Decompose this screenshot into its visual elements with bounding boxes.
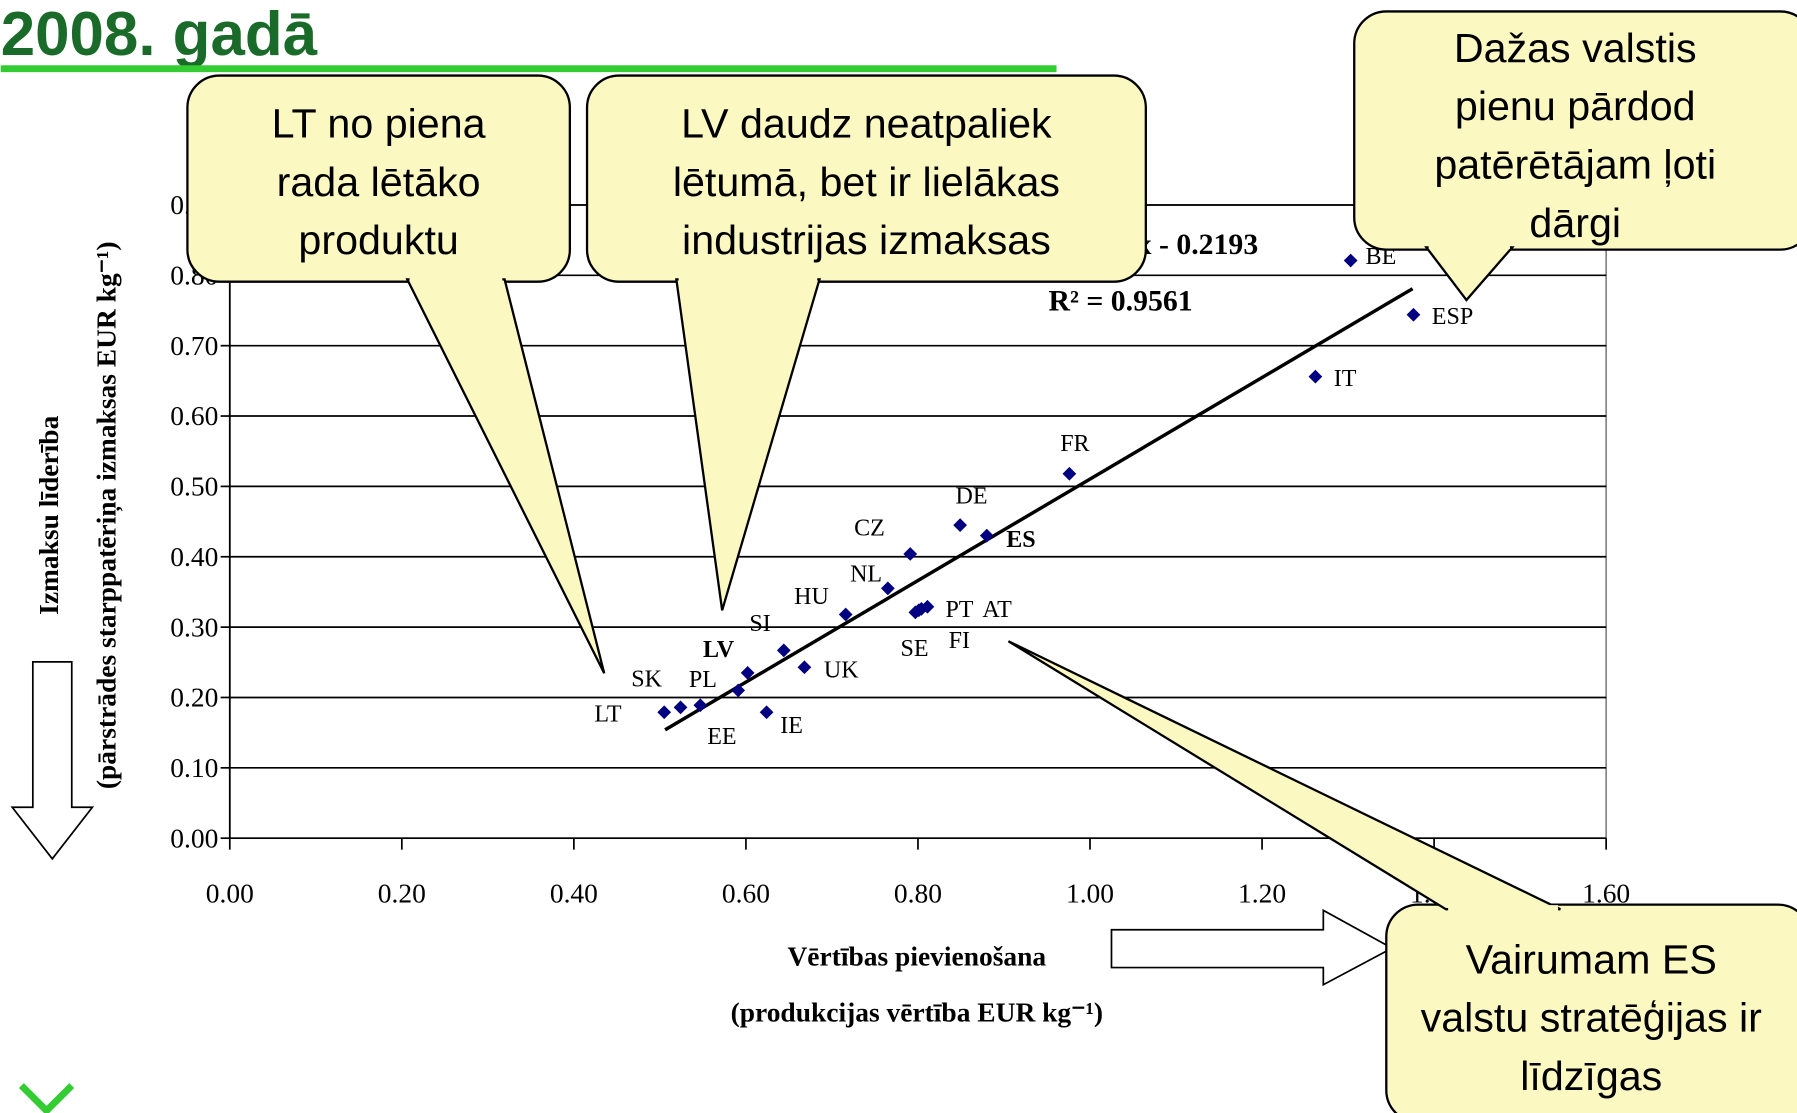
x-axis-title: Vērtības pievienošana (787, 941, 1046, 971)
point-label: UK (824, 658, 859, 684)
x-tick-label: 0.80 (894, 878, 942, 908)
callout-pointer (1007, 640, 1561, 911)
point (920, 599, 935, 614)
point-label: HU (794, 584, 829, 610)
y-tick-label: 0.00 (170, 823, 218, 853)
point (880, 581, 895, 596)
point-label: FI (949, 628, 970, 654)
point (1062, 466, 1077, 481)
point (759, 705, 774, 720)
callout-text: līdzīgas (1520, 1053, 1662, 1099)
callout-box (1385, 903, 1797, 1113)
callout: Vairumam ES valstu stratēģijas ir līdzīgas (1007, 640, 1797, 1113)
right-arrow (1110, 908, 1394, 987)
point-label: EE (707, 724, 736, 750)
title-rule (0, 65, 1057, 73)
trendline (664, 287, 1414, 732)
layout: 2008. gadā (0, 0, 1394, 1113)
y-tick-label: 0.20 (170, 683, 218, 713)
callout-pointer (405, 278, 606, 674)
slide-title: 2008. gadā (1, 0, 318, 69)
point-label: LT (594, 701, 621, 727)
callout-pointer (675, 278, 822, 611)
callout-box (1353, 10, 1797, 251)
point (657, 705, 672, 720)
callout: Dažas valstis pienu pārdod patērētājam ļot… (1353, 10, 1797, 302)
point (953, 518, 967, 532)
point-label: PT (945, 597, 973, 623)
callout-text: industrijas izmaksas (682, 217, 1051, 263)
x-tick-label: 1.60 (1582, 878, 1630, 908)
point (1406, 307, 1421, 322)
callout-text: produktu (298, 217, 458, 263)
point (731, 683, 746, 698)
point (1343, 253, 1358, 268)
point-label: CZ (854, 516, 885, 542)
point-label: ES (1006, 527, 1035, 553)
point-label: NL (850, 562, 882, 588)
point (776, 643, 791, 658)
point-label: SI (749, 611, 770, 637)
point-label: SK (631, 667, 662, 693)
x-tick-label: 0.20 (378, 878, 426, 908)
point-label: IT (1334, 366, 1357, 392)
point-label: FR (1060, 431, 1089, 457)
y-tick-label: 0.30 (170, 612, 218, 642)
point-label: DE (956, 483, 988, 509)
check-mark (18, 1083, 75, 1113)
x-tick-label: 0.40 (550, 878, 598, 908)
y-tick-label: 0.60 (170, 401, 218, 431)
y-tick-label: 0.50 (170, 472, 218, 502)
point-label: ESP (1432, 304, 1473, 330)
callout: LV daudz neatpaliek lētumā, bet ir lielāk… (585, 74, 1147, 611)
point-label: IE (780, 713, 803, 739)
r-squared: R² = 0.9561 (1049, 284, 1193, 317)
point (979, 528, 994, 543)
point (673, 700, 688, 715)
point-label: AT (982, 597, 1012, 623)
y-tick-label: 0.70 (170, 331, 218, 361)
x-tick-label: 0.00 (206, 878, 254, 908)
x-tick-label: 1.20 (1238, 878, 1286, 908)
point-label: LV (703, 637, 735, 663)
plot: 0.000.100.200.300.400.500.600.700.800.90… (34, 190, 1630, 1027)
point (838, 607, 853, 622)
y-axis-title: Izmaksu līderība (34, 415, 64, 614)
x-tick-label: 1.00 (1066, 878, 1114, 908)
callout-text: rada lētāko (277, 159, 481, 205)
x-axis-subtitle: (produkcijas vērtība EUR kg⁻¹) (731, 997, 1103, 1027)
point (693, 698, 708, 713)
callouts: LT no piena rada lētāko produktu LV daudz n… (186, 10, 1797, 1113)
callout-text: lētumā, bet ir lielākas (673, 159, 1060, 205)
point (740, 665, 755, 680)
equation: x - 0.2193 (1137, 228, 1259, 261)
callout-text: valstu stratēģijas ir (1421, 995, 1763, 1041)
callout-text: patērētājam ļoti (1434, 142, 1716, 188)
callout-text: dārgi (1529, 200, 1621, 246)
callout-text: LT no piena (272, 100, 486, 146)
callout: LT no piena rada lētāko produktu (186, 74, 606, 674)
point (1308, 369, 1323, 384)
callout-text: Dažas valstis (1454, 25, 1697, 71)
y-axis-subtitle: (pārstrādes starppatēriņa izmaksas EUR k… (91, 241, 123, 789)
down-arrow (10, 660, 95, 861)
point (797, 660, 812, 675)
callout-text: LV daudz neatpaliek (681, 100, 1052, 146)
callout-pointer (1424, 246, 1515, 302)
y-tick-label: 0.10 (170, 753, 218, 783)
point (903, 547, 918, 561)
callout-text: Vairumam ES (1466, 936, 1717, 982)
point-label: PL (689, 667, 717, 693)
x-tick-label: 0.60 (722, 878, 770, 908)
callout-box (186, 74, 572, 283)
y-tick-label: 0.40 (170, 542, 218, 572)
callout-text: pienu pārdod (1455, 83, 1696, 129)
callout-box (585, 74, 1147, 283)
point-label: SE (900, 636, 928, 662)
